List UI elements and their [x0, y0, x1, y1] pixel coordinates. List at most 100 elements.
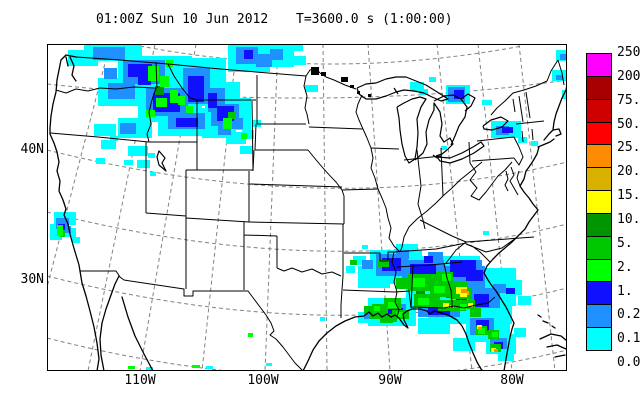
- precip-cell: [514, 328, 526, 337]
- precip-cell: [160, 76, 169, 87]
- precip-cell: [396, 278, 411, 289]
- colorbar-box: [586, 168, 612, 192]
- precip-cell: [244, 50, 253, 59]
- precip-cell: [362, 245, 368, 249]
- map-frame-top: [47, 44, 567, 371]
- precip-cell: [148, 66, 159, 81]
- precip-cell: [56, 218, 69, 229]
- precip-cell: [146, 367, 153, 370]
- precip-cell: [62, 226, 71, 233]
- precip-cell: [410, 82, 424, 91]
- precip-cell: [137, 160, 150, 168]
- precip-cell: [396, 312, 403, 317]
- precip-cell: [466, 270, 483, 281]
- colorbar-box: [586, 145, 612, 169]
- precip-cell: [293, 44, 303, 51]
- colorbar-tick-label: 0.10: [617, 331, 640, 347]
- colorbar-box: [586, 305, 612, 329]
- title-model-time: T=3600.0 s (1:00:00): [296, 12, 453, 27]
- colorbar-tick-label: 5.: [617, 235, 633, 251]
- precip-cell: [240, 146, 252, 154]
- precip-cell: [128, 64, 152, 77]
- precip-cell: [223, 118, 232, 129]
- precip-cell: [156, 98, 167, 107]
- precip-cell: [242, 130, 254, 139]
- precip-cell: [320, 317, 325, 321]
- precip-cell: [396, 250, 409, 259]
- lat-tick-label: 30N: [20, 272, 44, 287]
- precip-cell: [248, 333, 253, 337]
- precip-cell: [230, 118, 243, 129]
- colorbar-tick-label: 20.: [617, 164, 640, 180]
- lon-tick-label: 90W: [378, 373, 402, 388]
- colorbar-tick-label: 1.: [617, 283, 633, 299]
- state-borders: [49, 56, 565, 371]
- precip-cell: [104, 68, 117, 79]
- colorbar-tick-label: 10.: [617, 211, 640, 227]
- colorbar-tick-label: 2.: [617, 259, 633, 275]
- colorbar-tick-label: 0.01: [617, 355, 640, 371]
- precip-cell: [493, 284, 506, 293]
- precip-cell: [364, 310, 375, 319]
- precip-cell: [68, 50, 98, 66]
- precip-cell: [346, 266, 355, 273]
- precip-cell: [443, 303, 449, 308]
- precip-cell: [241, 133, 247, 139]
- precip-cell: [412, 278, 425, 287]
- precip-cell: [453, 338, 475, 351]
- precip-cell: [188, 76, 204, 102]
- precip-cell: [461, 289, 467, 293]
- precip-cell: [148, 153, 155, 158]
- precip-cell: [350, 260, 357, 265]
- precip-cell: [155, 86, 164, 95]
- colorbar-box: [586, 259, 612, 283]
- colorbar-box: [586, 282, 612, 306]
- precip-cell: [128, 146, 148, 156]
- precip-cell: [218, 126, 231, 135]
- precip-cell: [492, 332, 498, 337]
- precip-cell: [166, 60, 173, 67]
- precip-cell: [176, 118, 198, 127]
- colorbar-tick-label: 0.25: [617, 307, 640, 323]
- colorbar-tick-label: 250.: [617, 45, 640, 60]
- colorbar-box: [586, 53, 612, 77]
- precip-cell: [101, 140, 116, 149]
- lon-tick-label: 110W: [124, 373, 156, 388]
- precip-cell: [502, 127, 513, 133]
- precip-cell: [270, 49, 283, 60]
- colorbar-tick-label: 75.: [617, 92, 640, 108]
- precip-cell: [256, 54, 272, 67]
- small-lakes-filled: [311, 67, 371, 97]
- precip-cell: [506, 288, 515, 294]
- precip-cell: [150, 172, 156, 176]
- precip-cell: [531, 141, 538, 146]
- colorbar-box: [586, 213, 612, 237]
- precip-cell: [93, 47, 125, 60]
- precip-cell: [353, 256, 366, 265]
- precip-cell: [518, 296, 531, 305]
- precip-cell: [170, 90, 178, 103]
- precip-cell: [228, 112, 235, 119]
- precip-cell: [72, 237, 80, 243]
- precip-cell: [428, 252, 443, 263]
- precip-cell: [146, 110, 155, 117]
- precip-cell: [96, 158, 105, 164]
- precip-cell: [128, 366, 135, 369]
- precip-cell: [192, 365, 200, 368]
- coastline: [49, 54, 567, 371]
- precip-cell: [454, 282, 467, 291]
- colorbar-box: [586, 236, 612, 260]
- precip-cell: [470, 308, 481, 317]
- precip-cell: [388, 316, 397, 322]
- precip-cell: [562, 90, 567, 99]
- colorbar-box: [586, 328, 612, 351]
- precip-cell: [424, 256, 433, 263]
- colorbar-tick-label: 25.: [617, 140, 640, 156]
- precip-cell: [460, 304, 467, 310]
- precip-cell: [482, 100, 492, 105]
- precip-cell: [460, 292, 467, 297]
- precip-cell: [380, 314, 393, 323]
- colorbar-tick-label: 200.: [617, 68, 640, 84]
